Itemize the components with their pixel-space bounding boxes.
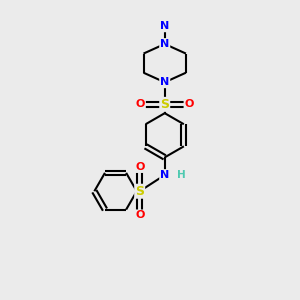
Text: N: N (160, 170, 169, 180)
Text: O: O (184, 99, 194, 110)
Text: N: N (160, 77, 169, 87)
Text: O: O (135, 210, 144, 220)
Text: N: N (160, 21, 169, 31)
Text: O: O (136, 99, 145, 110)
Text: H: H (176, 170, 185, 180)
Text: S: S (135, 185, 144, 198)
Text: S: S (160, 98, 169, 111)
Text: O: O (135, 162, 144, 172)
Text: N: N (160, 39, 169, 49)
